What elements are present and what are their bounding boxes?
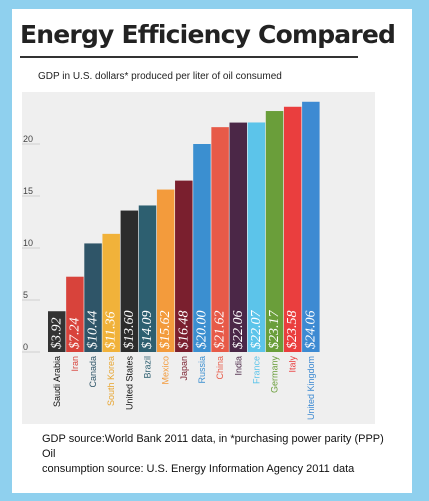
bar-germany xyxy=(265,111,284,352)
x-tick-label-russia: Russia xyxy=(197,356,207,384)
y-tick-label: 10 xyxy=(23,238,33,248)
source-note-line-1: GDP source:World Bank 2011 data, in *pur… xyxy=(42,433,384,460)
value-label-russia: $20.00 xyxy=(194,311,209,350)
x-tick-label-brazil: Brazil xyxy=(143,356,153,379)
title-rule xyxy=(20,56,358,58)
x-tick-label-mexico: Mexico xyxy=(161,356,171,385)
value-label-china: $21.62 xyxy=(213,311,228,350)
bar-japan xyxy=(175,180,193,352)
y-tick-label: 20 xyxy=(23,134,33,144)
x-tick-label-canada: Canada xyxy=(88,356,98,388)
x-tick-label-germany: Germany xyxy=(270,356,280,394)
bar-brazil xyxy=(138,205,157,352)
x-tick-label-japan: Japan xyxy=(179,356,189,381)
x-tick-label-united-states: United States xyxy=(124,356,134,411)
bar-united-kingdom xyxy=(302,101,320,352)
bar-iran xyxy=(66,276,84,352)
y-tick-label: 0 xyxy=(23,342,28,352)
x-tick-label-china: China xyxy=(215,356,225,380)
bar-mexico xyxy=(156,189,175,352)
value-label-france: $22.07 xyxy=(249,310,264,350)
x-tick-label-iran: Iran xyxy=(70,356,80,372)
value-label-germany: $23.17 xyxy=(267,310,282,350)
bar-italy xyxy=(283,106,302,352)
y-tick-label: 15 xyxy=(23,186,33,196)
chart-subtitle: GDP in U.S. dollars* produced per liter … xyxy=(38,71,282,82)
source-note: GDP source:World Bank 2011 data, in *pur… xyxy=(42,432,392,477)
x-tick-label-saudi-arabia: Saudi Arabia xyxy=(52,356,62,407)
bar-united-states xyxy=(120,210,139,352)
value-label-iran: $7.24 xyxy=(67,318,82,350)
y-tick-label: 5 xyxy=(23,290,28,300)
value-label-saudi-arabia: $3.92 xyxy=(49,318,64,350)
bar-india xyxy=(229,122,247,353)
value-label-india: $22.06 xyxy=(231,311,246,350)
bar-saudi-arabia xyxy=(48,311,66,352)
chart-title: Energy Efficiency Compared xyxy=(20,20,396,49)
value-label-united-states: $13.60 xyxy=(122,311,137,350)
bar-china xyxy=(211,127,229,352)
value-label-canada: $10.44 xyxy=(86,311,101,350)
value-label-mexico: $15.62 xyxy=(158,311,173,350)
value-label-japan: $16.48 xyxy=(176,311,191,350)
bar-russia xyxy=(193,144,211,352)
source-note-line-2: consumption source: U.S. Energy Informat… xyxy=(42,463,355,475)
x-tick-label-france: France xyxy=(251,356,261,384)
value-label-south-korea: $11.36 xyxy=(104,312,119,349)
x-tick-label-south-korea: South Korea xyxy=(106,356,116,406)
bar-france xyxy=(247,122,266,352)
bar-canada xyxy=(84,243,102,352)
x-tick-label-india: India xyxy=(233,356,243,376)
value-label-united-kingdom: $24.06 xyxy=(303,311,318,350)
bar-south-korea xyxy=(102,233,120,352)
value-label-brazil: $14.09 xyxy=(140,311,155,350)
x-tick-label-united-kingdom: United Kingdom xyxy=(306,356,316,420)
value-label-italy: $23.58 xyxy=(285,311,300,350)
x-tick-label-italy: Italy xyxy=(288,356,298,373)
